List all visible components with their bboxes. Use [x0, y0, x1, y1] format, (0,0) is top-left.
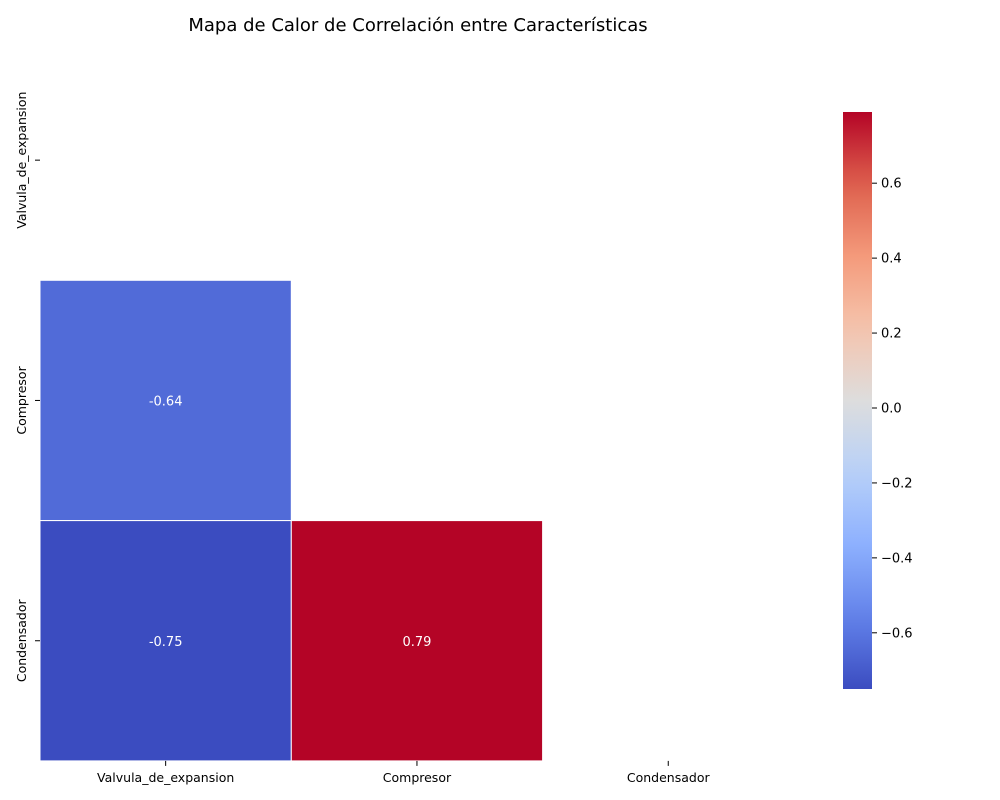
heatmap-cell — [39, 279, 292, 522]
chart-title: Mapa de Calor de Correlación entre Carac… — [188, 15, 647, 36]
colorbar-tick-label: 0.6 — [881, 177, 902, 192]
colorbar-tick-label: 0.0 — [881, 401, 902, 416]
y-tick-label: Compresor — [14, 365, 29, 434]
colorbar-tick-label: −0.6 — [881, 626, 913, 641]
colorbar-tick-label: 0.4 — [881, 252, 902, 267]
colorbar — [843, 112, 872, 689]
x-tick-label: Compresor — [383, 770, 452, 785]
colorbar-tick-label: −0.4 — [881, 551, 913, 566]
y-tick-label: Condensador — [14, 599, 29, 683]
cell-value-label: 0.79 — [402, 635, 431, 650]
cell-value-label: -0.75 — [149, 635, 183, 650]
heatmap-cell — [290, 520, 544, 762]
x-tick-label: Valvula_de_expansion — [97, 770, 234, 785]
x-tick-label: Condensador — [627, 770, 711, 785]
heatmap-cell — [39, 520, 292, 762]
colorbar-tick-label: 0.2 — [881, 327, 902, 342]
cell-value-label: -0.64 — [149, 394, 183, 409]
colorbar-tick-label: −0.2 — [881, 476, 913, 491]
y-tick-label: Valvula_de_expansion — [14, 92, 29, 229]
